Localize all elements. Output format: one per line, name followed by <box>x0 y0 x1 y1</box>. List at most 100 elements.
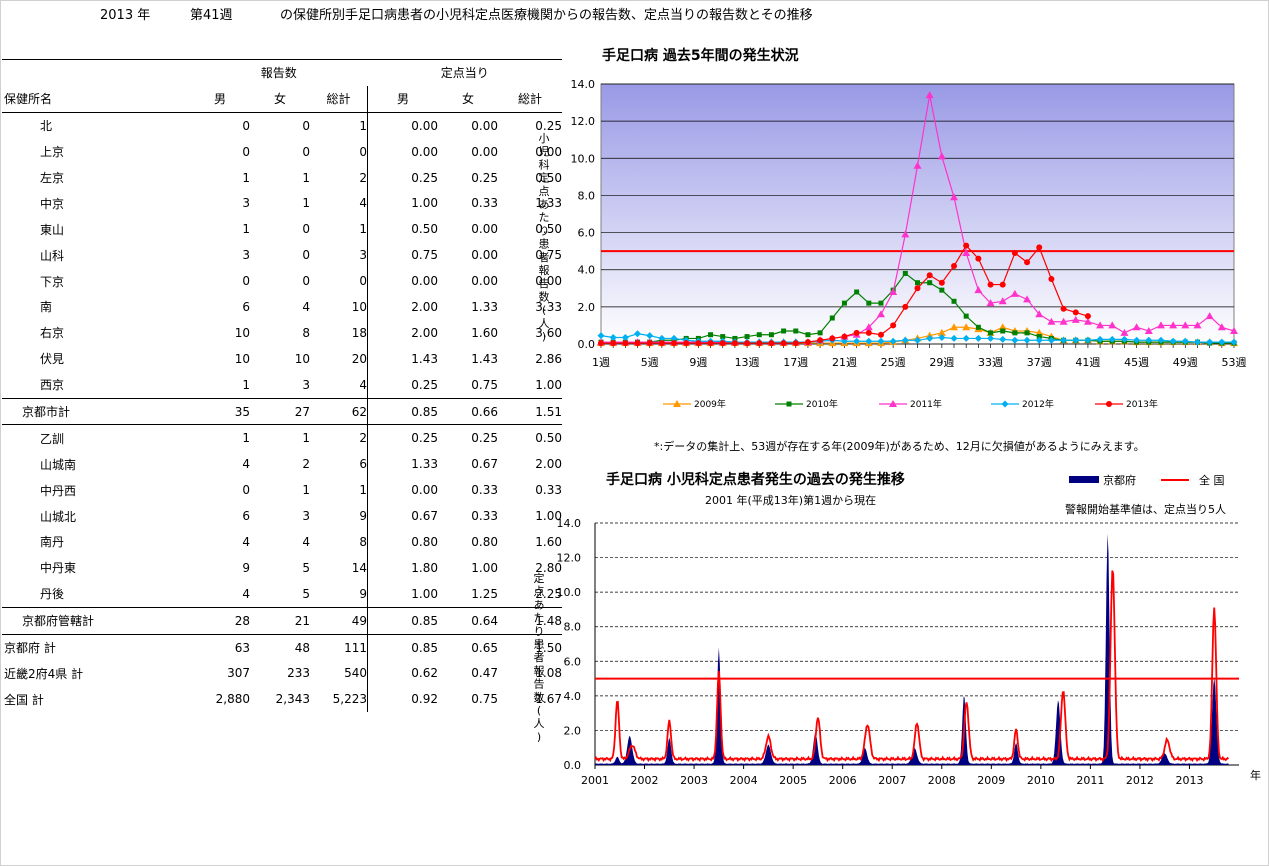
series-2013-point <box>999 281 1006 288</box>
series-2013-point <box>731 340 738 347</box>
cell-pf: 0.25 <box>438 424 498 452</box>
cell-t: 10 <box>351 299 367 314</box>
cell-pf: 0.75 <box>471 692 498 707</box>
table-group-header: 報告数 定点当り <box>2 58 562 86</box>
y-tick-label: 8.0 <box>564 621 582 634</box>
x-tick-label: 2011 <box>1076 774 1104 787</box>
series-2013-point <box>768 340 775 347</box>
cell-t: 4 <box>359 377 367 392</box>
series-2011-point <box>998 297 1007 305</box>
cell-pm: 0.62 <box>367 660 438 687</box>
cell-pm: 0.00 <box>367 112 438 139</box>
x-tick-label: 2007 <box>878 774 906 787</box>
series-2011-point <box>1217 323 1226 331</box>
series-2013-point <box>598 340 604 347</box>
series-2010-point <box>781 328 787 334</box>
row-name: 左京 <box>40 171 65 185</box>
cell-pm: 0.00 <box>367 138 438 165</box>
series-2010-point <box>951 298 957 304</box>
row-name: 北 <box>40 119 53 134</box>
series-2012-point <box>914 336 921 344</box>
y-tick-label: 4.0 <box>578 264 596 277</box>
table-row: 京都府管轄計 28 21 49 0.85 0.64 1.48 <box>2 606 562 635</box>
series-2012-point <box>1230 338 1238 346</box>
cell-t: 1 <box>359 483 367 498</box>
cell-t: 5,223 <box>332 692 367 707</box>
y-tick-label: 10.0 <box>557 586 582 599</box>
cell-m: 6 <box>242 299 250 314</box>
cell-pt: 1.33 <box>535 196 562 211</box>
cell-pt: 0.50 <box>535 222 562 237</box>
row-name: 山城北 <box>40 509 77 524</box>
x-tick-label: 33週 <box>978 356 1003 369</box>
row-name: 上京 <box>40 145 65 160</box>
cell-pf: 0.33 <box>471 483 498 498</box>
series-2010-point <box>793 328 799 334</box>
series-2011-point <box>1230 327 1238 334</box>
cell-pf: 0.75 <box>471 377 498 392</box>
x-tick-label: 5週 <box>641 356 659 369</box>
series-2013-point <box>829 335 836 342</box>
table-row: 山科 3 0 3 0.75 0.00 0.75 <box>2 242 562 269</box>
series-2011-point <box>1096 321 1105 329</box>
cell-t: 14 <box>351 560 367 575</box>
cell-f: 0 <box>302 144 310 159</box>
cell-pf: 0.00 <box>471 118 498 133</box>
cell-f: 1 <box>250 424 310 452</box>
series-2011-point <box>937 152 946 160</box>
series-2011-point <box>974 286 983 294</box>
cell-pm: 1.80 <box>367 554 438 581</box>
x-tick-label: 2004 <box>730 774 758 787</box>
cell-pt: 0.00 <box>535 144 562 159</box>
series-2013-point <box>1048 276 1055 282</box>
series-2012-point <box>926 334 934 342</box>
row-name: 近畿2府4県 計 <box>4 666 84 681</box>
series-2012-point <box>950 334 958 342</box>
table-row: 乙訓 1 1 2 0.25 0.25 0.50 <box>2 424 562 452</box>
legend-label: 京都府 <box>1103 473 1136 487</box>
y-tick-label: 6.0 <box>564 655 582 668</box>
x-tick-label: 45週 <box>1124 356 1149 369</box>
series-2012-point <box>621 334 629 341</box>
legend-marker <box>1001 400 1009 408</box>
series-2012-point <box>999 335 1007 343</box>
series-2013-point <box>841 333 848 340</box>
cell-pf: 0.00 <box>471 274 498 289</box>
table-row: 京都府 計 63 48 111 0.85 0.65 1.50 <box>2 633 562 661</box>
cell-pt: 2.86 <box>535 351 562 366</box>
cell-pm: 0.25 <box>367 371 438 399</box>
x-tick-label: 25週 <box>881 356 906 369</box>
x-tick-label: 21週 <box>832 356 857 369</box>
series-2013-point <box>926 272 933 279</box>
series-2012-point <box>889 337 897 345</box>
y-tick-label: 0.0 <box>578 338 596 351</box>
series-national-line <box>594 570 1230 763</box>
cell-m: 28 <box>190 606 250 635</box>
cell-pt: 1.48 <box>498 606 562 635</box>
row-name: 丹後 <box>40 587 65 602</box>
cell-t: 1 <box>359 222 367 237</box>
series-2009-point <box>950 323 959 331</box>
row-name: 京都府管轄計 <box>2 606 190 635</box>
series-2012-point <box>1169 337 1177 345</box>
y-tick-label: 2.0 <box>578 301 596 314</box>
cell-t: 62 <box>310 397 368 425</box>
y-tick-label: 2.0 <box>564 724 582 737</box>
cell-t: 2 <box>310 424 368 452</box>
table-row: 上京 0 0 0 0.00 0.00 0.00 <box>2 138 562 165</box>
series-2010-point <box>854 289 860 295</box>
series-2010-point <box>708 332 714 338</box>
series-2011-point <box>864 323 873 331</box>
series-2013-point <box>853 329 860 336</box>
series-2013-point <box>671 340 678 347</box>
table-row: 南丹 4 4 8 0.80 0.80 1.60 <box>2 529 562 555</box>
series-2010-point <box>927 280 933 286</box>
series-2010-point <box>988 330 994 336</box>
cell-m: 6 <box>242 509 250 524</box>
series-2013-point <box>817 337 824 344</box>
series-2011-point <box>1108 321 1117 329</box>
table-row: 近畿2府4県 計 307 233 540 0.62 0.47 1.08 <box>2 660 562 687</box>
series-2012-point <box>670 334 678 342</box>
cell-f: 1 <box>302 483 310 498</box>
cell-m: 307 <box>227 666 250 681</box>
